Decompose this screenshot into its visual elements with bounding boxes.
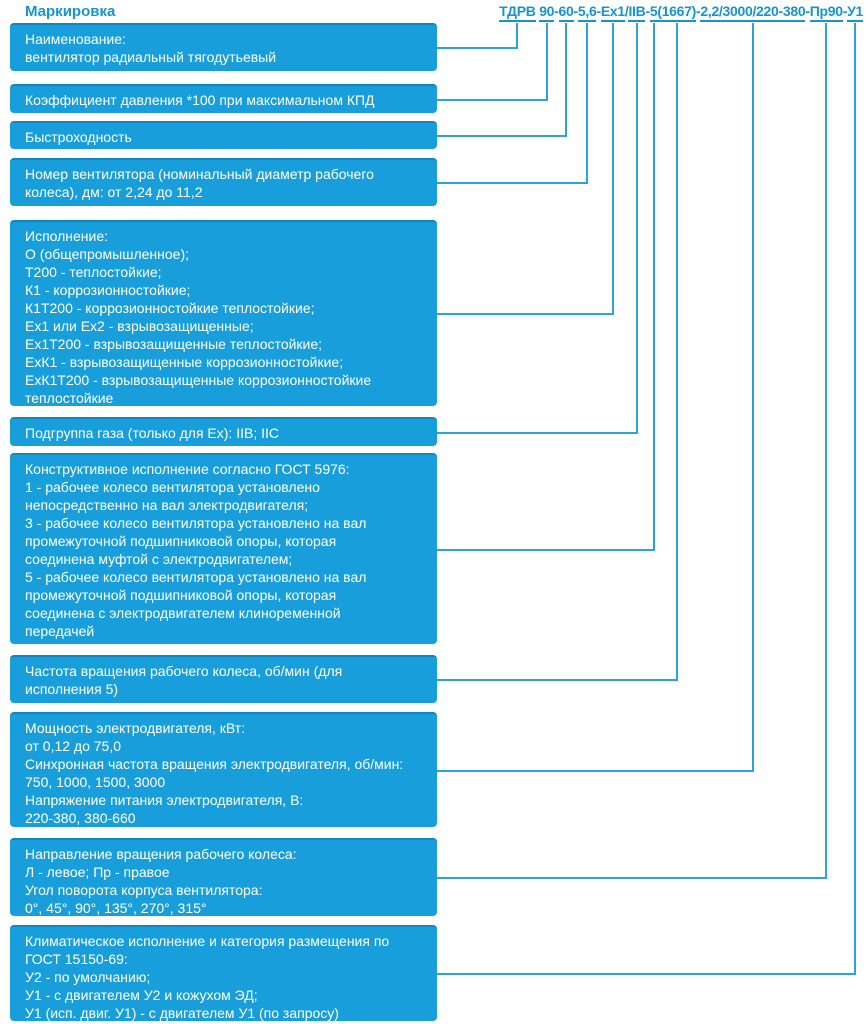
code-segment-speed: 60 [558, 3, 574, 22]
connector-line [676, 23, 678, 681]
marking-box-design: Исполнение: О (общепромышленное); Т200 -… [10, 220, 437, 406]
marking-box-pressure: Коэффициент давления *100 при максимальн… [10, 84, 437, 113]
code-segment-gas-subgroup: IIB [628, 3, 646, 22]
connector-line [437, 47, 518, 49]
connector-line [612, 23, 614, 315]
code-separator: - [842, 3, 848, 19]
marking-box-rotation: Направление вращения рабочего колеса: Л … [10, 838, 437, 916]
code-segment-fan-number: 5,6 [577, 3, 597, 22]
connector-line [437, 877, 827, 879]
code-segment-construction: 5 [649, 3, 658, 22]
connector-line [437, 99, 548, 101]
connector-line [546, 23, 548, 101]
connector-line [636, 23, 638, 434]
code-separator: - [805, 3, 810, 19]
marking-box-speed: Быстроходность [10, 121, 437, 149]
marking-box-climatic: Климатическое исполнение и категория раз… [10, 925, 437, 1021]
connector-line [752, 23, 754, 772]
marking-box-fan-number: Номер вентилятора (номинальный диаметр р… [10, 158, 437, 206]
marking-box-impeller-speed: Частота вращения рабочего колеса, об/мин… [10, 655, 437, 703]
code-separator: - [573, 3, 579, 19]
code-segment-impeller-speed: (1667) [657, 3, 696, 22]
connector-line [586, 23, 588, 184]
connector-line [437, 313, 614, 315]
connector-line [854, 23, 856, 975]
code-segment-motor: 2,2/3000/220-380 [700, 3, 806, 22]
code-separator: / [624, 3, 629, 19]
marking-box-name: Наименование: вентилятор радиальный тяго… [10, 23, 437, 71]
marking-code: ТДРВ 90-60-5,6-Ex1/IIB-5(1667)-2,2/3000/… [499, 3, 863, 22]
connector-line [516, 23, 518, 49]
connector-line [437, 549, 655, 551]
connector-line [437, 973, 856, 975]
connector-line [437, 432, 638, 434]
code-segment-climatic: У1 [847, 3, 863, 22]
page-title: Маркировка [25, 3, 116, 20]
connector-line [565, 23, 567, 137]
code-separator: - [554, 3, 559, 19]
connector-line [437, 679, 678, 681]
connector-line [437, 135, 567, 137]
marking-box-gas-subgroup: Подгруппа газа (только для Ex): IIB; IIC [10, 417, 437, 446]
connector-line [437, 182, 588, 184]
code-segment-name: ТДРВ [499, 3, 536, 22]
code-separator: - [696, 3, 701, 19]
marking-box-motor: Мощность электродвигателя, кВт: от 0,12 … [10, 712, 437, 827]
marking-box-construction: Конструктивное исполнение согласно ГОСТ … [10, 453, 437, 644]
code-separator: - [645, 3, 650, 19]
code-segment-design: Ex1 [600, 3, 625, 22]
connector-line [653, 23, 655, 551]
connector-line [825, 23, 827, 879]
code-segment-rotation: Пр90 [809, 3, 843, 22]
code-segment-pressure: 90 [539, 3, 554, 22]
code-separator: - [596, 3, 601, 19]
connector-line [437, 770, 754, 772]
